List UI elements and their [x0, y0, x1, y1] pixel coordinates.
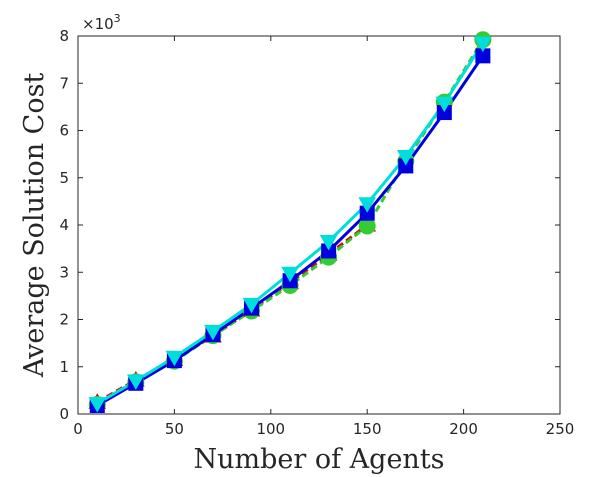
data-point [126, 374, 145, 390]
y-tick-label: 6 [59, 122, 69, 140]
y-tick-label: 2 [59, 311, 69, 329]
x-tick-label: 0 [73, 420, 83, 438]
axis-ticks [77, 35, 561, 415]
y-tick-label: 5 [59, 169, 69, 187]
y-tick-label: 1 [59, 358, 69, 376]
data-point [358, 197, 377, 213]
data-point [88, 397, 107, 413]
y-axis-label: Average Solution Cost [19, 73, 50, 379]
x-axis-label: Number of Agents [193, 444, 444, 475]
x-tick-label: 50 [165, 420, 184, 438]
x-tick-label: 250 [546, 420, 575, 438]
data-point [242, 297, 261, 314]
x-tick-label: 200 [449, 420, 478, 438]
data-point [474, 36, 492, 53]
y-tick-label: 3 [59, 263, 69, 281]
data-point [165, 350, 184, 367]
data-point [281, 266, 299, 283]
tick-labels: 0 50 100 150 200 250 0 1 2 3 4 5 6 7 8 [59, 27, 574, 438]
series-markers [88, 31, 492, 414]
data-point [319, 235, 338, 251]
data-point [204, 324, 222, 341]
data-point [435, 96, 454, 113]
y-tick-label: 7 [59, 74, 69, 92]
y-multiplier: ×103 [82, 12, 121, 33]
y-tick-label: 8 [59, 27, 69, 45]
y-tick-label: 0 [59, 405, 69, 423]
x-tick-label: 150 [353, 420, 382, 438]
x-tick-label: 100 [256, 420, 285, 438]
plot-area [77, 35, 561, 415]
y-tick-label: 4 [59, 216, 69, 234]
data-point [396, 149, 415, 166]
